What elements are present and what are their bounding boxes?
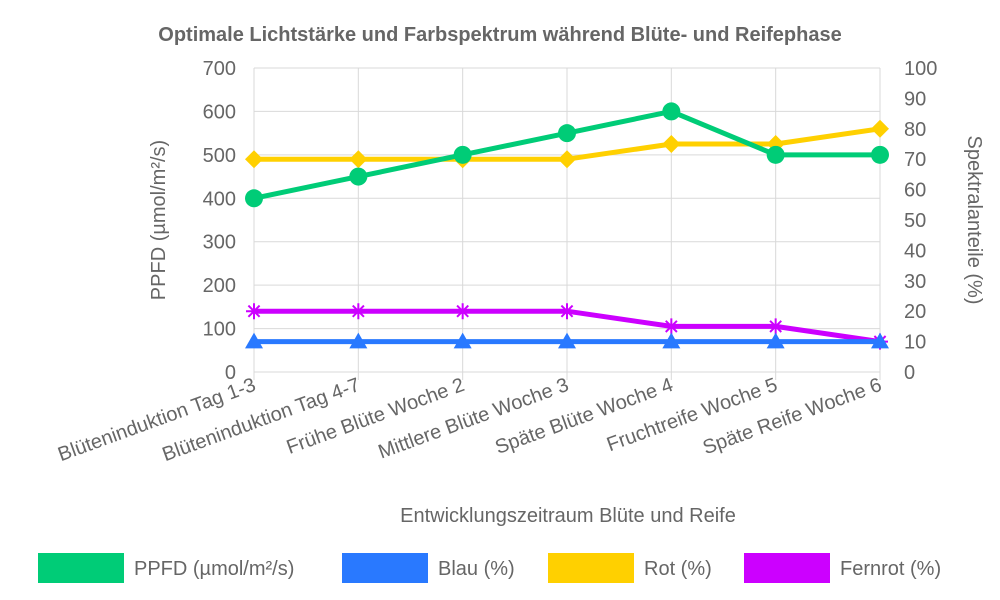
y-left-tick-label: 500 — [203, 145, 236, 167]
y-right-tick-label: 100 — [904, 58, 937, 80]
data-point — [558, 124, 576, 143]
x-tick-label: Mittlere Blüte Woche 3 — [375, 374, 571, 463]
legend-label: Blau (%) — [438, 558, 515, 580]
series-layer — [245, 102, 889, 350]
y-right-tick-label: 10 — [904, 332, 926, 354]
y-left-tick-label: 600 — [203, 101, 236, 123]
series-1 — [245, 332, 889, 349]
series-0 — [245, 102, 889, 208]
y-left-tick-label: 100 — [203, 319, 236, 341]
x-axis-title: Entwicklungszeitraum Blüte und Reife — [400, 505, 736, 527]
data-point — [349, 150, 368, 169]
legend-swatch — [548, 553, 634, 583]
data-point — [453, 332, 472, 349]
data-point — [662, 102, 681, 121]
y-right-tick-label: 60 — [904, 180, 926, 202]
data-point — [245, 332, 263, 349]
legend-item-0: PPFD (µmol/m²/s) — [38, 553, 294, 583]
data-point — [454, 303, 471, 320]
data-point — [558, 332, 576, 349]
y-right-tick-label: 0 — [904, 362, 915, 384]
y-right-tick-label: 20 — [904, 301, 926, 323]
legend-label: PPFD (µmol/m²/s) — [134, 558, 294, 580]
data-point — [349, 167, 368, 186]
data-point — [559, 303, 575, 320]
data-point — [246, 303, 262, 320]
x-tick-label: Fruchtreife Woche 5 — [604, 374, 780, 456]
data-point — [662, 135, 681, 153]
data-point — [871, 145, 889, 164]
data-point — [662, 332, 681, 349]
legend-label: Rot (%) — [644, 558, 712, 580]
y-right-tick-label: 70 — [904, 149, 926, 171]
left-axis-ticks: 0 100 200 300 400 500 600 700 — [203, 58, 236, 384]
data-point — [349, 332, 368, 349]
data-point — [350, 303, 367, 320]
data-point — [767, 318, 784, 335]
y-left-tick-label: 700 — [203, 58, 236, 80]
y-axis-right-title: Spektralanteile (%) — [963, 136, 985, 305]
data-point — [871, 119, 889, 138]
legend-swatch — [38, 553, 124, 583]
data-point — [245, 189, 263, 208]
right-axis-ticks: 0 10 20 30 40 50 60 70 80 90 100 — [904, 58, 937, 384]
data-point — [453, 145, 472, 164]
y-left-tick-label: 400 — [203, 188, 236, 210]
y-right-tick-label: 80 — [904, 119, 926, 141]
y-right-tick-label: 30 — [904, 271, 926, 293]
y-axis-left-title: PPFD (µmol/m²/s) — [148, 140, 170, 300]
legend: PPFD (µmol/m²/s) Blau (%) Rot (%) Fernrot (… — [38, 553, 941, 583]
data-point — [558, 150, 576, 169]
data-point — [245, 150, 263, 169]
data-point — [871, 332, 889, 349]
x-tick-label: Späte Blüte Woche 4 — [492, 374, 676, 459]
data-point — [663, 318, 680, 335]
y-right-tick-label: 50 — [904, 210, 926, 232]
legend-item-2: Rot (%) — [548, 553, 712, 583]
data-point — [766, 332, 785, 349]
data-point — [766, 145, 785, 164]
x-tick-label: Späte Reife Woche 6 — [700, 374, 885, 459]
chart-title: Optimale Lichtstärke und Farbspektrum wä… — [158, 24, 841, 46]
legend-item-3: Fernrot (%) — [744, 553, 941, 583]
legend-label: Fernrot (%) — [840, 558, 941, 580]
legend-swatch — [342, 553, 428, 583]
y-left-tick-label: 200 — [203, 275, 236, 297]
legend-swatch — [744, 553, 830, 583]
y-left-tick-label: 300 — [203, 232, 236, 254]
y-right-tick-label: 40 — [904, 240, 926, 262]
y-left-tick-label: 0 — [225, 362, 236, 384]
legend-item-1: Blau (%) — [342, 553, 515, 583]
y-right-tick-label: 90 — [904, 88, 926, 110]
x-tick-label: Frühe Blüte Woche 2 — [284, 374, 468, 459]
